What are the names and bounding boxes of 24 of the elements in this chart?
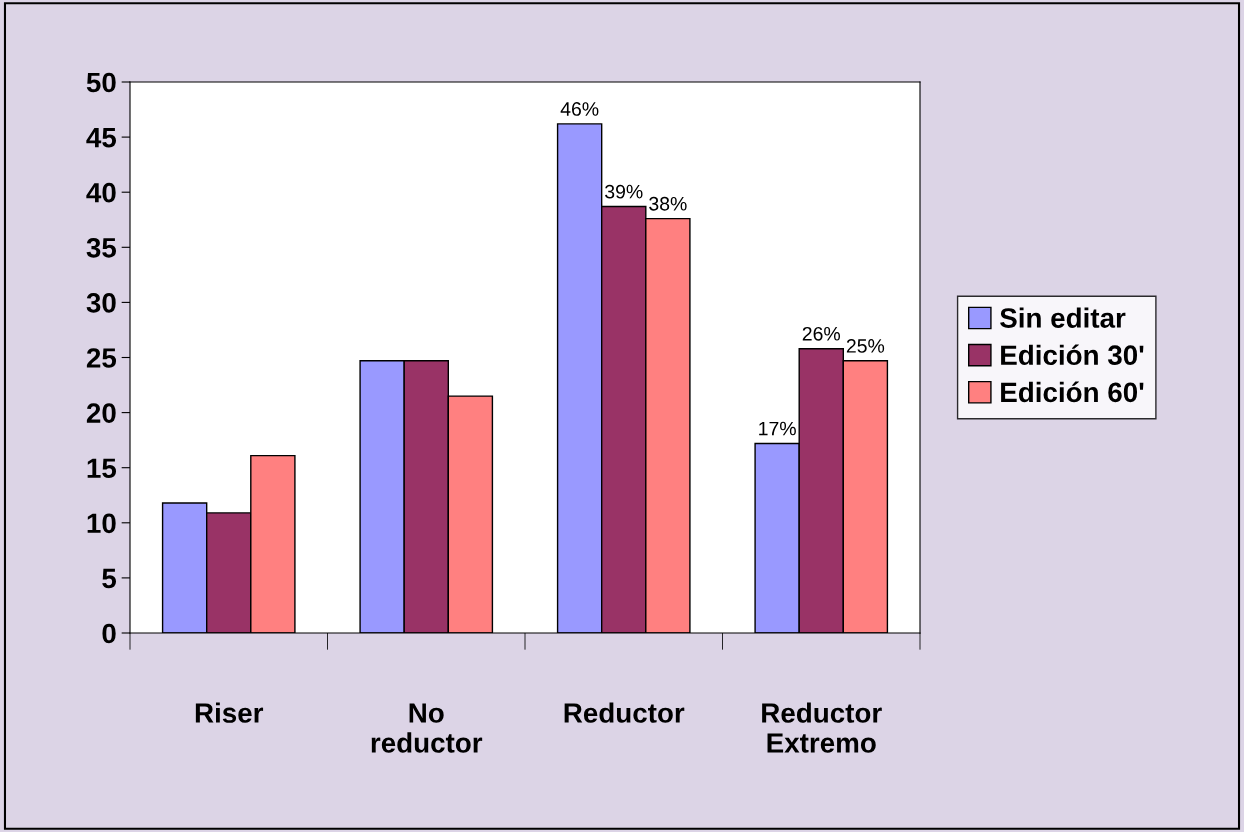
y-tick-label: 5 bbox=[102, 568, 117, 589]
y-tick-label: 0 bbox=[102, 623, 116, 644]
y-tick-label: 10 bbox=[87, 513, 116, 534]
y-tick-label: 40 bbox=[86, 182, 116, 203]
y-tick-label: 30 bbox=[86, 293, 116, 313]
y-tick-label: 50 bbox=[86, 72, 116, 93]
data-label: 39% bbox=[605, 184, 643, 199]
data-label: 17% bbox=[759, 421, 796, 436]
y-tick-label: 35 bbox=[86, 237, 117, 258]
x-tick-label: Reductor Extremo bbox=[762, 702, 882, 753]
legend-label: Sin editar bbox=[1000, 307, 1126, 328]
x-tick-label: Reductor bbox=[564, 702, 685, 723]
y-tick-label: 25 bbox=[86, 348, 117, 368]
data-label: 46% bbox=[560, 102, 599, 116]
y-tick-label: 20 bbox=[86, 403, 116, 423]
data-label: 26% bbox=[802, 326, 841, 341]
data-label: 25% bbox=[846, 339, 885, 353]
x-tick-label: Riser bbox=[195, 702, 264, 723]
legend-label: Edición 60' bbox=[1001, 381, 1144, 403]
y-tick-label: 15 bbox=[87, 458, 117, 479]
legend-label: Edición 30' bbox=[1001, 344, 1144, 366]
y-tick-label: 45 bbox=[86, 128, 117, 148]
x-tick-label: No reductor bbox=[371, 703, 483, 753]
data-label: 38% bbox=[649, 196, 687, 211]
